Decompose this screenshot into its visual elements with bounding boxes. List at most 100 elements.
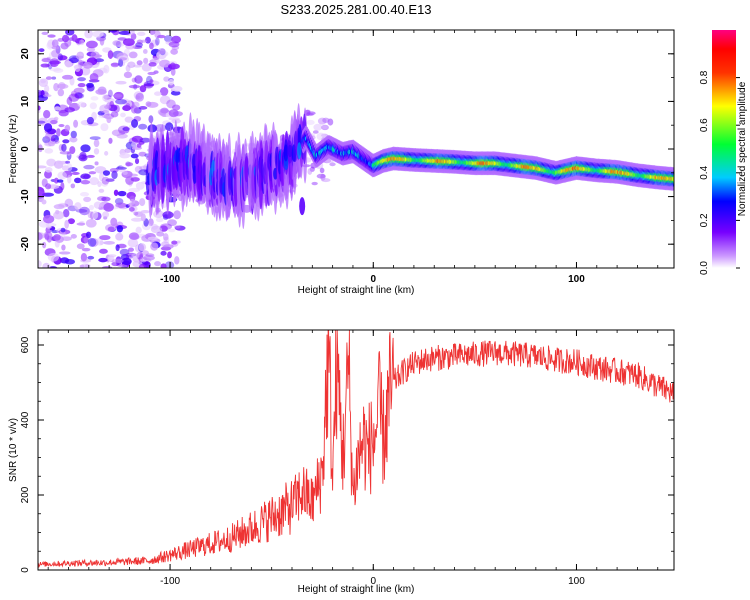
spectrogram-noise-blob: [325, 159, 334, 164]
spectrogram-noise-blob: [117, 190, 127, 197]
spectrogram-noise-blob: [124, 126, 130, 134]
spectrogram-noise-blob: [64, 219, 70, 229]
spectrogram-noise-blob: [74, 64, 81, 73]
colorbar-tick-label: 0.0: [699, 261, 710, 275]
spectrogram-y-tick-label: -10: [20, 189, 31, 204]
spectrogram-noise-blob: [163, 233, 169, 241]
spectrogram-y-axis: -20 -10 0 10 20: [20, 29, 674, 269]
colorbar-gradient: [712, 30, 736, 268]
spectrogram-noise-blob: [62, 139, 70, 144]
spectrogram-noise-blob: [101, 180, 109, 187]
spectrogram-noise-blob: [138, 123, 148, 130]
spectrogram-noise-blob: [115, 244, 120, 252]
spectrogram-noise-blob: [86, 116, 95, 125]
spectrogram-noise-blob: [316, 132, 326, 141]
spectrogram-noise-blob: [134, 211, 144, 217]
spectrogram-noise-blob: [157, 34, 166, 39]
spectrogram-noise-blob: [77, 77, 86, 82]
spectrogram-noise-blob: [49, 60, 61, 65]
spectrogram-noise-blob: [47, 252, 60, 262]
spectrogram-noise-blob: [164, 35, 173, 43]
spectrogram-noise-blob: [134, 158, 140, 165]
spectrogram-noise-blob: [138, 106, 148, 110]
spectrogram-noise-blob: [121, 257, 132, 266]
spectrogram-noise-blob: [129, 195, 136, 202]
spectrogram-noise-blob: [93, 201, 103, 209]
spectrogram-noise-blob: [98, 188, 105, 193]
spectrogram-noise-blob: [113, 189, 119, 196]
spectrogram-noise-blob: [70, 234, 77, 239]
spectrogram-noise-blob: [59, 251, 71, 255]
spectrogram-noise-blob: [108, 30, 118, 33]
spectrogram-noise-blob: [58, 124, 65, 128]
spectrogram-x-tick-label: 0: [370, 274, 376, 285]
spectrogram-noise-blob: [83, 196, 92, 203]
spectrogram-noise-blob: [160, 223, 172, 230]
snr-y-label: SNR (10 * v/v): [8, 418, 19, 482]
spectrogram-noise-blob: [319, 167, 325, 174]
spectrogram-noise-blob: [68, 93, 80, 102]
spectrogram-noise-blob: [115, 232, 124, 241]
spectrogram-content: [38, 30, 674, 268]
spectrogram-noise-blob: [109, 168, 119, 173]
spectrogram-noise-blob: [64, 198, 74, 208]
spectrogram-noise-blob: [70, 183, 76, 189]
spectrogram-noise-blob: [128, 232, 140, 240]
spectrogram-noise-blob: [167, 251, 172, 259]
spectrogram-noise-blob: [125, 103, 131, 111]
spectrogram-noise-blob: [128, 51, 138, 59]
spectrogram-noise-blob: [159, 95, 171, 105]
spectrogram-noise-blob: [71, 171, 80, 176]
spectrogram-noise-blob: [120, 112, 126, 118]
spectrogram-noise-blob: [80, 179, 91, 185]
spectrogram-x-tick-label: 100: [568, 274, 585, 285]
spectrogram-noise-blob: [77, 101, 86, 108]
spectrogram-noise-blob: [170, 90, 181, 96]
spectrogram-noise-blob: [147, 71, 157, 76]
spectrogram-noise-blob: [57, 88, 65, 97]
spectrogram-noise-blob: [149, 42, 154, 50]
spectrogram-noise-blob: [62, 208, 70, 218]
spectrogram-ridge-cell: [671, 176, 674, 182]
spectrogram-noise-blob: [149, 30, 156, 36]
spectrogram-noise-blob: [61, 74, 74, 80]
spectrogram-noise-blob: [71, 34, 78, 42]
spectrogram-y-tick-label: 20: [20, 48, 31, 60]
spectrogram-noise-blob: [73, 87, 85, 94]
snr-y-tick-label: 0: [20, 567, 31, 573]
spectrogram-noise-blob: [171, 240, 178, 245]
spectrogram-noise-blob: [118, 58, 124, 67]
spectrogram-noise-blob: [150, 225, 163, 234]
spectrogram-noise-blob: [46, 235, 52, 243]
spectrogram-noise-blob: [38, 144, 43, 153]
spectrogram-noise-blob: [70, 130, 77, 139]
spectrogram-noise-blob: [131, 253, 140, 259]
spectrogram-noise-blob: [89, 73, 99, 82]
colorbar-tick-label: 0.2: [699, 213, 710, 227]
spectrogram-noise-blob: [86, 46, 96, 52]
spectrogram-noise-blob: [128, 187, 140, 193]
spectrogram-noise-blob: [128, 84, 141, 89]
spectrogram-noise-blob: [104, 151, 109, 156]
spectrogram-noise-blob: [83, 235, 93, 244]
snr-series-line: [38, 330, 674, 569]
spectrogram-noise-blob: [107, 89, 113, 98]
spectrogram-noise-blob: [164, 261, 175, 268]
spectrogram-noise-blob: [140, 256, 148, 263]
spectrogram-y-label: Frequency (Hz): [8, 115, 19, 184]
spectrogram-noise-blob: [92, 30, 104, 38]
spectrogram-noise-blob: [42, 241, 47, 249]
spectrogram-noise-blob: [76, 243, 85, 250]
spectrogram-noise-blob: [53, 177, 59, 184]
spectrogram-noise-blob: [111, 258, 124, 264]
spectrogram-noise-blob: [168, 228, 176, 233]
snr-frame: [37, 329, 675, 571]
spectrogram-noise-blob: [46, 225, 52, 229]
spectrogram-noise-blob: [79, 264, 85, 268]
spectrogram-noise-blob: [150, 242, 159, 251]
spectrogram-ridge-cell: [297, 142, 302, 160]
snr-y-tick-label: 200: [20, 486, 31, 503]
spectrogram-noise-blob: [103, 94, 112, 100]
spectrogram-noise-blob: [134, 75, 143, 84]
